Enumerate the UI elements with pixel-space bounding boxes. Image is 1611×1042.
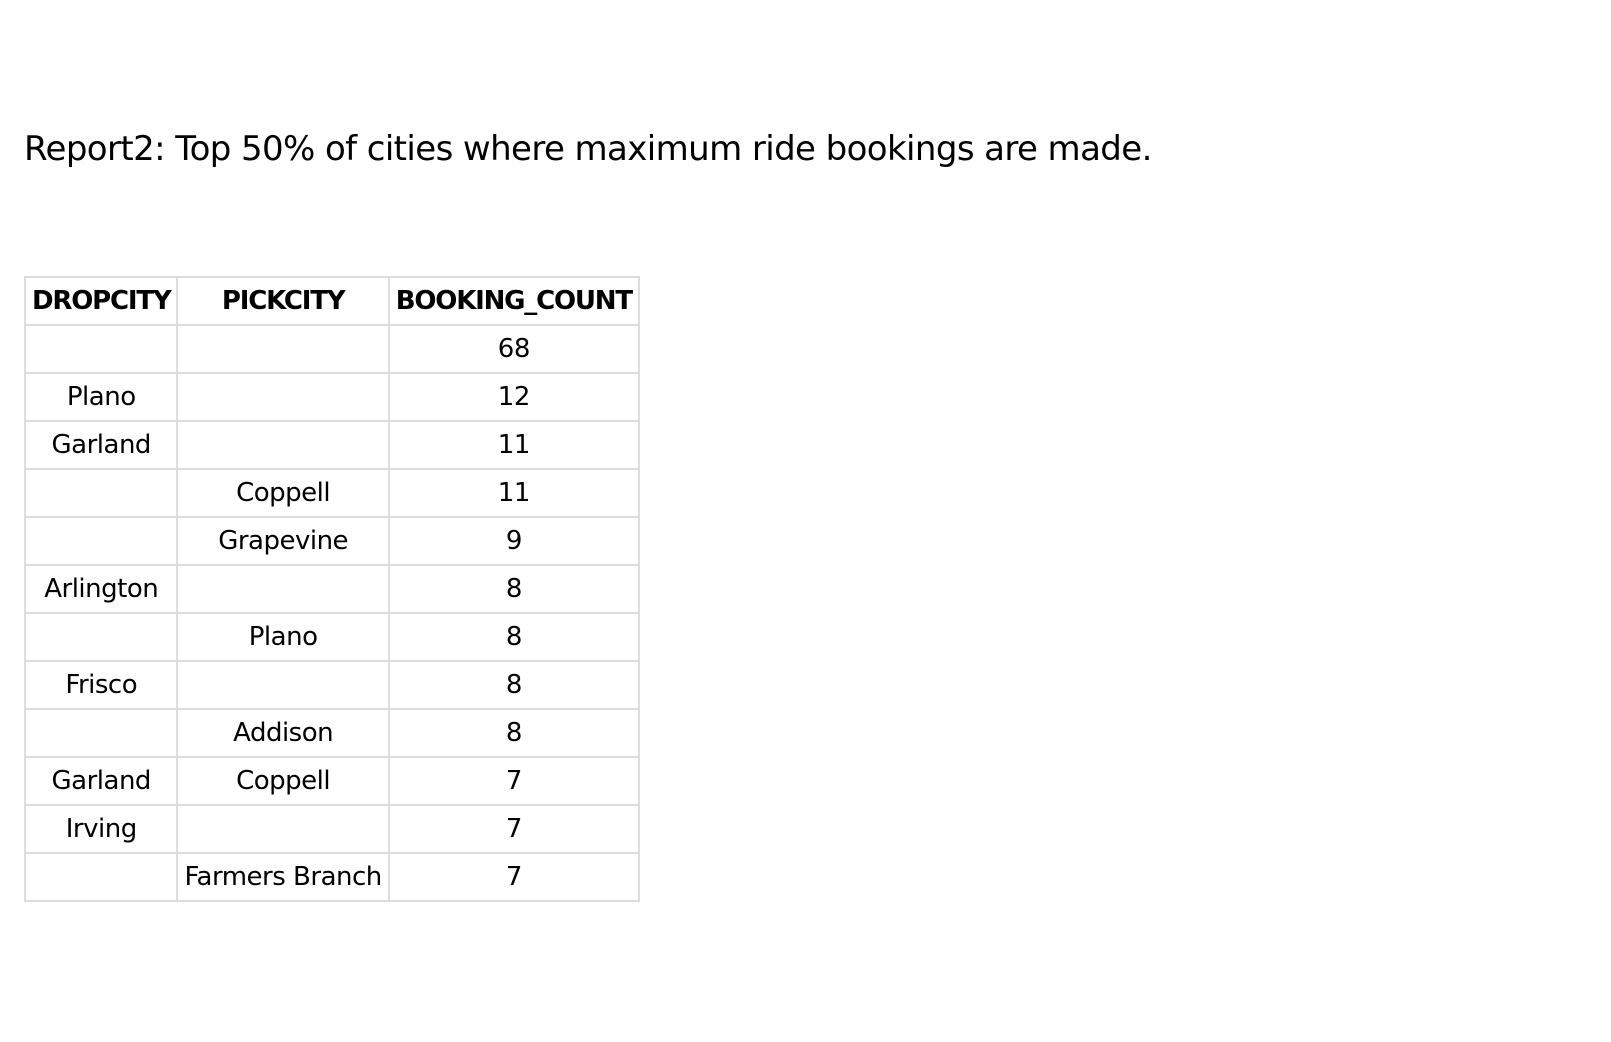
dropcity-cell: Irving [23, 804, 179, 854]
table-row: Frisco 8 [23, 660, 640, 710]
pickcity-cell: Farmers Branch [176, 852, 390, 902]
dropcity-cell [23, 324, 179, 374]
table-row: Garland 11 [23, 420, 640, 470]
booking-count-cell: 12 [387, 372, 640, 422]
pickcity-cell: Coppell [176, 468, 390, 518]
table-row: Garland Coppell 7 [23, 756, 640, 806]
pickcity-cell: Addison [176, 708, 390, 758]
dropcity-cell: Garland [23, 420, 179, 470]
column-header-dropcity: DROPCITY [23, 276, 179, 326]
table-row: Coppell 11 [23, 468, 640, 518]
table-row: Plano 12 [23, 372, 640, 422]
booking-count-cell: 11 [387, 468, 640, 518]
booking-count-cell: 68 [387, 324, 640, 374]
dropcity-cell: Arlington [23, 564, 179, 614]
table-row: Irving 7 [23, 804, 640, 854]
booking-report-table: DROPCITY PICKCITY BOOKING_COUNT 68 Plano… [23, 276, 640, 902]
dropcity-cell [23, 612, 179, 662]
pickcity-cell [176, 324, 390, 374]
dropcity-cell [23, 852, 179, 902]
booking-count-cell: 8 [387, 708, 640, 758]
dropcity-cell [23, 468, 179, 518]
dropcity-cell [23, 708, 179, 758]
booking-count-cell: 8 [387, 660, 640, 710]
pickcity-cell [176, 372, 390, 422]
booking-count-cell: 8 [387, 564, 640, 614]
table-row: Plano 8 [23, 612, 640, 662]
table-row: Addison 8 [23, 708, 640, 758]
pickcity-cell [176, 660, 390, 710]
table-row: Arlington 8 [23, 564, 640, 614]
pickcity-cell [176, 564, 390, 614]
booking-count-cell: 7 [387, 756, 640, 806]
booking-count-cell: 7 [387, 804, 640, 854]
dropcity-cell: Garland [23, 756, 179, 806]
column-header-pickcity: PICKCITY [176, 276, 390, 326]
column-header-booking-count: BOOKING_COUNT [387, 276, 640, 326]
pickcity-cell: Grapevine [176, 516, 390, 566]
table-row: Grapevine 9 [23, 516, 640, 566]
booking-count-cell: 9 [387, 516, 640, 566]
booking-count-cell: 11 [387, 420, 640, 470]
dropcity-cell [23, 516, 179, 566]
table-row: Farmers Branch 7 [23, 852, 640, 902]
dropcity-cell: Frisco [23, 660, 179, 710]
pickcity-cell [176, 420, 390, 470]
booking-count-cell: 7 [387, 852, 640, 902]
pickcity-cell [176, 804, 390, 854]
booking-count-cell: 8 [387, 612, 640, 662]
dropcity-cell: Plano [23, 372, 179, 422]
pickcity-cell: Plano [176, 612, 390, 662]
report-title: Report2: Top 50% of cities where maximum… [24, 129, 1152, 169]
table-body: 68 Plano 12 Garland 11 Coppell 11 Grapev… [23, 324, 640, 902]
table-header-row: DROPCITY PICKCITY BOOKING_COUNT [23, 276, 640, 326]
table-row: 68 [23, 324, 640, 374]
pickcity-cell: Coppell [176, 756, 390, 806]
